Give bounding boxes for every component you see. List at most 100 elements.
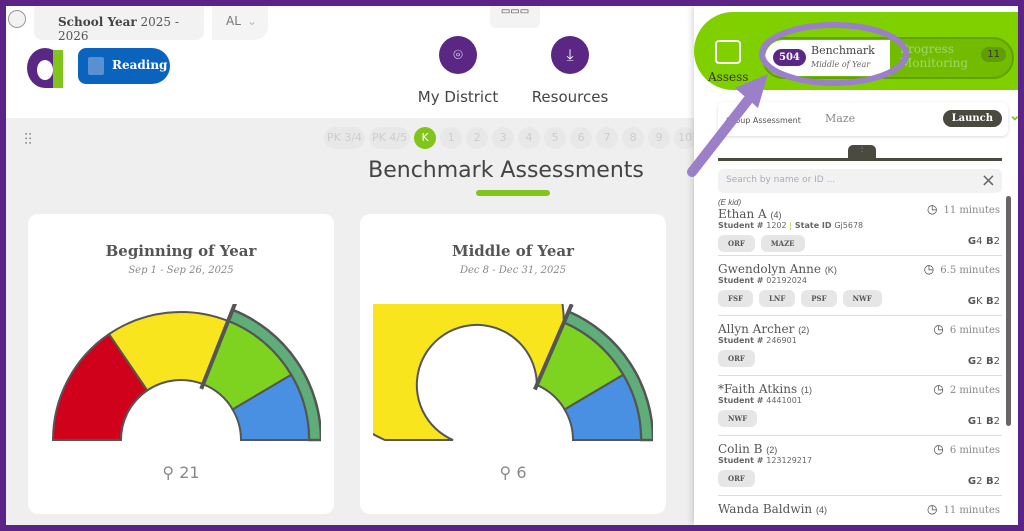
filter-toggle-icon[interactable]: ⫶	[848, 145, 876, 159]
grade-chip[interactable]: PK 4/5	[369, 127, 411, 149]
assessment-tags: ORF	[718, 350, 1002, 367]
grade-chip[interactable]: 6	[570, 127, 593, 149]
book-icon	[88, 57, 104, 75]
assess-button[interactable]: Assess	[708, 40, 748, 84]
student-row[interactable]: *Faith Atkins (1) ◷ 2 minutes Student # 444…	[718, 376, 1002, 436]
b-value: 2	[993, 296, 1000, 307]
grade-chip[interactable]: 1	[440, 127, 463, 149]
launch-button[interactable]: Launch	[942, 110, 1002, 127]
duration-text: 11 minutes	[943, 505, 1000, 516]
grade-chip[interactable]: 10	[674, 127, 697, 149]
b-label: B	[986, 296, 994, 307]
student-no: 02192024	[766, 276, 807, 285]
student-no: 246901	[766, 336, 797, 345]
tap-hand-icon	[715, 40, 742, 64]
student-row[interactable]: Gwendolyn Anne (K) ◷ 6.5 minutes Student # …	[718, 256, 1002, 316]
benchmark-label: Benchmark	[811, 44, 875, 57]
assessment-tag[interactable]: LNF	[759, 290, 796, 307]
scrollbar[interactable]	[1006, 196, 1011, 426]
grade-chip[interactable]: 8	[622, 127, 645, 149]
subject-label: Reading	[112, 58, 168, 72]
student-no: 123129217	[766, 456, 813, 465]
download-file-icon: ⤓	[551, 36, 589, 74]
g-label: G	[967, 416, 977, 427]
duration: ◷ 6.5 minutes	[924, 262, 1000, 276]
student-name-line: Wanda Baldwin (4)	[718, 502, 1002, 516]
state-value: AL	[226, 14, 241, 28]
assessment-tag[interactable]: ORF	[718, 235, 755, 252]
filter-sliders-icon[interactable]: ⫶⫶	[24, 130, 33, 149]
benchmark-tab[interactable]: 504 Benchmark Middle of Year	[765, 40, 890, 76]
student-row[interactable]: (E kid) Ethan A (4) ◷ 11 minutes Student # 1…	[718, 196, 1002, 256]
assessment-tag[interactable]: PSF	[801, 290, 837, 307]
group-assessment-button[interactable]: Group Assessment	[726, 116, 801, 125]
grade-benchmark: G2 B2	[968, 356, 1000, 367]
student-row[interactable]: Allyn Archer (2) ◷ 6 minutes Student # 2469…	[718, 316, 1002, 376]
grade-benchmark: G4 B2	[968, 236, 1000, 247]
duration: ◷ 11 minutes	[927, 502, 1000, 516]
grade-chip[interactable]: 2	[466, 127, 489, 149]
assessment-tag[interactable]: NWF	[718, 410, 758, 427]
assessment-tag[interactable]: NWF	[842, 290, 882, 307]
divider	[718, 158, 1002, 161]
student-no: 1202	[766, 221, 787, 230]
assess-header: Assess 504 Benchmark Middle of Year Progre…	[694, 12, 1018, 90]
assessment-tag[interactable]: MAZE	[760, 235, 805, 252]
subject-reading-button[interactable]: Reading	[78, 48, 170, 84]
card-dates: Dec 8 - Dec 31, 2025	[459, 265, 567, 276]
nav-my-district[interactable]: ⌾ My District	[408, 36, 508, 106]
student-row[interactable]: Colin B (2) ◷ 6 minutes Student # 123129217…	[718, 436, 1002, 496]
person-icon: ⚲	[499, 463, 512, 482]
clock-icon: ◷	[926, 502, 938, 516]
card-middle-of-year[interactable]: Middle of Year Dec 8 - Dec 31, 2025 ⚲ 6	[360, 214, 666, 514]
grade-chip[interactable]: PK 3/4	[324, 127, 366, 149]
clock-icon: ◷	[933, 442, 944, 456]
assessment-value: Maze	[825, 112, 856, 125]
grade-chip[interactable]: 3	[492, 127, 515, 149]
student-grade: (1)	[800, 385, 812, 395]
nav-resources[interactable]: ⤓ Resources	[520, 36, 620, 106]
grade-chip[interactable]: K	[414, 127, 437, 149]
grade-chip[interactable]: 7	[596, 127, 619, 149]
benchmark-period: Middle of Year	[811, 60, 871, 69]
duration: ◷ 6 minutes	[933, 442, 1000, 456]
app: School Year 2025 - 2026 AL ⌄ ▭▭▭ Reading …	[6, 6, 1018, 525]
page-title: Benchmark Assessments	[368, 158, 644, 183]
school-year-selector[interactable]: School Year 2025 - 2026	[34, 6, 204, 43]
drawer-handle[interactable]: ▭▭▭	[490, 6, 540, 28]
grade-benchmark: G1 B2	[968, 416, 1000, 427]
gauge-segment[interactable]	[231, 373, 311, 441]
progress-monitoring-tab[interactable]: Progress Monitoring	[900, 42, 969, 70]
student-row[interactable]: Wanda Baldwin (4) ◷ 11 minutes	[718, 496, 1002, 525]
group-assessment-bar: Group Assessment Maze ⌄ Launch	[718, 102, 1018, 136]
state-selector[interactable]: AL ⌄	[212, 6, 268, 40]
progress-count-badge: 11	[981, 47, 1006, 62]
assess-label: Assess	[708, 70, 749, 84]
card-beginning-of-year[interactable]: Beginning of Year Sep 1 - Sep 26, 2025 ⚲…	[28, 214, 334, 514]
search-placeholder: Search by name or ID ...	[726, 175, 836, 185]
grade-chip[interactable]: 5	[544, 127, 567, 149]
assessment-select[interactable]: Maze ⌄	[813, 102, 1018, 136]
grade-chip[interactable]: 4	[518, 127, 541, 149]
student-grade: (2)	[766, 445, 778, 455]
g-value: 2	[976, 356, 983, 367]
grade-chip[interactable]: 9	[648, 127, 671, 149]
close-icon[interactable]: ×	[980, 170, 996, 191]
duration-text: 2 minutes	[949, 385, 1000, 396]
assessment-tag[interactable]: ORF	[718, 350, 755, 367]
globe-icon[interactable]	[8, 10, 26, 28]
assessment-tag[interactable]: FSF	[718, 290, 753, 307]
duration-text: 6.5 minutes	[940, 265, 1000, 276]
gauge-segment[interactable]	[373, 304, 565, 441]
student-id-line: Student # 246901	[718, 336, 1002, 345]
chevron-down-icon: ⌄	[1009, 108, 1018, 124]
student-name: Wanda Baldwin	[718, 502, 813, 516]
student-id-line: Student # 1202 | State ID Gj5678	[718, 221, 864, 230]
gauge-segment[interactable]	[563, 373, 643, 441]
grade-selector: PK 3/4 PK 4/5 K 1 2 3 4 5 6 7 8 9 10	[324, 127, 697, 149]
grade-benchmark: G2 B2	[968, 476, 1000, 487]
gauge	[373, 304, 653, 442]
search-input[interactable]: Search by name or ID ... ×	[718, 169, 1002, 193]
student-note: (E kid)	[718, 198, 742, 207]
assessment-tag[interactable]: ORF	[718, 470, 755, 487]
